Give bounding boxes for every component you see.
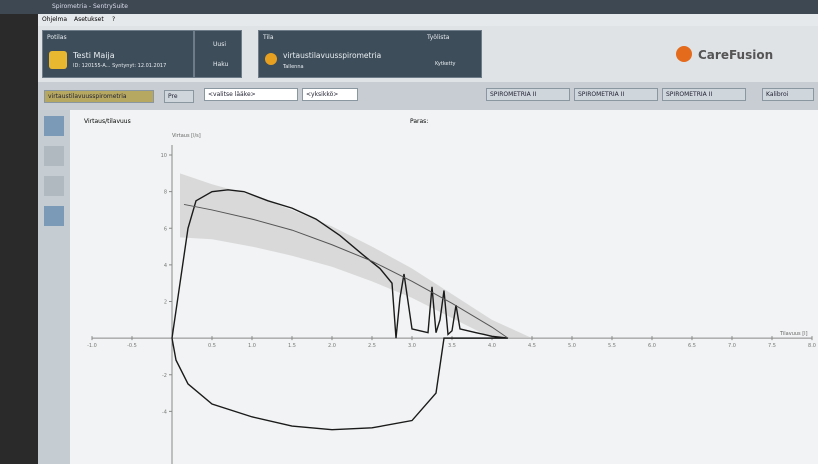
y-axis-label: Virtaus [l/s] <box>172 133 201 139</box>
x-tick-label: -0.5 <box>127 343 137 349</box>
y-tick-label: 4 <box>164 263 167 269</box>
x-tick-label: 3.0 <box>408 343 416 349</box>
y-tick-label: 10 <box>161 153 167 159</box>
x-tick-label: 3.5 <box>448 343 456 349</box>
x-tick-label: 6.0 <box>648 343 656 349</box>
x-tick-label: 4.5 <box>528 343 536 349</box>
x-tick-label: 1.5 <box>288 343 296 349</box>
x-tick-label: 8.0 <box>808 343 816 349</box>
x-tick-label: 1.0 <box>248 343 256 349</box>
chart: Virtaus [l/s] Tilavuus [l] -1.0 -0.5 0.5 1.… <box>0 0 818 464</box>
x-tick-label: 5.5 <box>608 343 616 349</box>
x-tick-label: 5.0 <box>568 343 576 349</box>
x-tick-label: 2.0 <box>328 343 336 349</box>
y-tick-label: 2 <box>164 300 167 306</box>
screen: Spirometria - SentrySuite Ohjelma Asetuk… <box>0 0 818 464</box>
x-tick-label: 4.0 <box>488 343 496 349</box>
y-tick-label: -2 <box>162 373 167 379</box>
x-tick-label: 2.5 <box>368 343 376 349</box>
y-tick-label: 6 <box>164 226 167 232</box>
x-axis-label: Tilavuus [l] <box>779 331 808 337</box>
x-tick-label: 0.5 <box>208 343 216 349</box>
y-tick-label: -4 <box>162 409 167 415</box>
y-tick-label: 8 <box>164 190 167 196</box>
x-tick-label: 7.0 <box>728 343 736 349</box>
x-tick-label: -1.0 <box>87 343 97 349</box>
x-tick-label: 7.5 <box>768 343 776 349</box>
x-tick-label: 6.5 <box>688 343 696 349</box>
reference-band <box>180 173 532 338</box>
